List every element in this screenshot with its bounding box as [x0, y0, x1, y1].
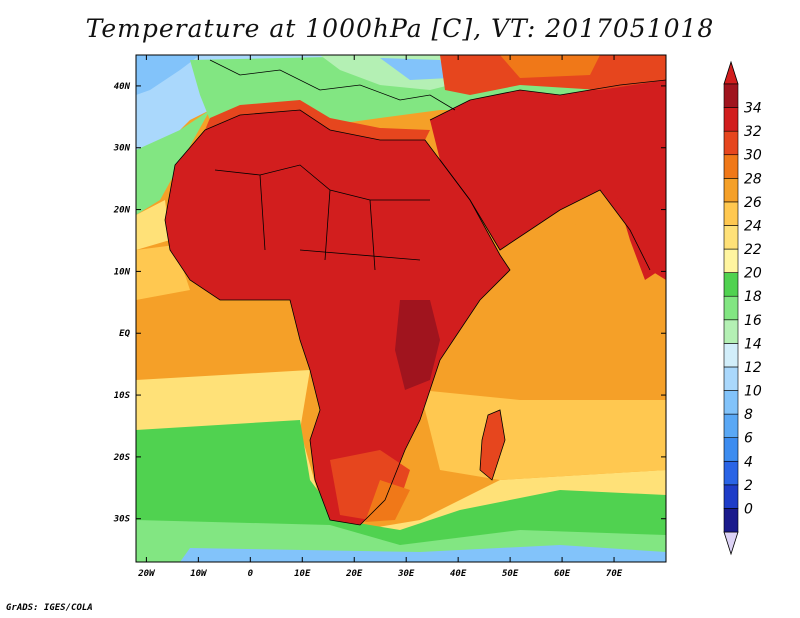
colorbar-bin — [723, 248, 739, 273]
colorbar-label: 16 — [744, 313, 762, 329]
field-africa-hot — [165, 110, 510, 525]
x-tick-label: 10E — [294, 569, 311, 579]
colorbar-label: 20 — [744, 266, 762, 282]
y-tick-label: 30S — [113, 515, 131, 525]
field-north-atlantic-cold — [136, 55, 200, 95]
colorbar-bin — [723, 484, 739, 509]
colorbar-bin — [723, 460, 739, 486]
colorbar-bin — [723, 154, 739, 179]
x-tick-label: 10W — [190, 569, 208, 579]
colorbar-label: 28 — [744, 171, 762, 187]
colorbar-label: 0 — [744, 501, 753, 517]
colorbar-label: 6 — [744, 431, 753, 447]
arabia-india-coastline — [439, 159, 651, 271]
plot-frame — [135, 54, 667, 563]
colorbar-label: 18 — [744, 289, 762, 305]
field-east-africa-highlands — [395, 300, 440, 390]
x-tick-label: 60E — [554, 569, 571, 579]
y-tick-label: 10N — [114, 267, 131, 277]
colorbar-label: 22 — [744, 242, 762, 258]
x-tick-label: 70E — [606, 569, 623, 579]
colorbar-bin — [723, 319, 739, 344]
field-madagascar — [480, 410, 505, 480]
field-black-sea-region — [380, 58, 450, 80]
x-tick-label: 0 — [248, 569, 254, 579]
x-axis-ticks: 20W 10W 0 10E 20E 30E 40E 50E 60E 70E — [137, 55, 623, 579]
field-drakensberg — [365, 480, 410, 522]
colorbar-over-triangle — [723, 60, 739, 85]
x-tick-label: 20W — [137, 569, 156, 579]
colorbar-bin — [723, 343, 739, 368]
colorbar-bin — [723, 178, 739, 203]
colorbar-label: 10 — [744, 384, 762, 400]
coastlines-and-borders — [164, 59, 666, 526]
madagascar-coastline — [479, 409, 506, 481]
colorbar-bin — [723, 107, 739, 132]
asia-coastline — [429, 79, 666, 121]
country-borders — [259, 174, 421, 271]
field-caspian-warm — [500, 55, 600, 78]
grads-credit: GrADS: IGES/COLA — [6, 603, 93, 613]
map-plot-area — [136, 55, 666, 562]
field-southern-ocean-cool — [180, 545, 666, 562]
y-tick-label: 40N — [114, 82, 131, 92]
colorbar-label: 14 — [744, 336, 762, 352]
colorbar-label: 4 — [744, 454, 753, 470]
y-tick-label: 20N — [113, 206, 131, 216]
colorbar-bin — [723, 295, 739, 321]
field-indian-ocean-south — [420, 390, 666, 480]
y-tick-label: 30N — [113, 144, 131, 154]
europe-coastline — [209, 59, 456, 111]
colorbar-label: 12 — [744, 360, 762, 376]
x-tick-label: 30E — [397, 569, 415, 579]
colorbar-bin — [723, 272, 739, 297]
field-canary-current — [136, 110, 210, 215]
y-axis-ticks: 40N 30N 20N 10N EQ 10S 20S 30S — [113, 82, 666, 525]
colorbar-label: 26 — [744, 195, 762, 211]
colorbar-bin — [723, 225, 739, 250]
y-tick-label: EQ — [119, 329, 130, 339]
colorbar-under-triangle — [723, 531, 739, 556]
field-west-africa-coast — [136, 200, 170, 250]
colorbar-bin — [723, 413, 739, 438]
colorbar-label: 8 — [744, 407, 753, 423]
field-arabia-india-hot — [430, 80, 666, 280]
map-title: Temperature at 1000hPa [C], VT: 20170510… — [85, 14, 715, 43]
colorbar-label: 32 — [744, 124, 762, 140]
colorbar-bin — [723, 366, 739, 391]
x-tick-label: 40E — [450, 569, 467, 579]
field-north-africa-coast — [205, 100, 430, 140]
field-north-atlantic-cool — [136, 55, 330, 160]
colorbar-bin — [723, 83, 739, 108]
colorbar-label: 34 — [744, 101, 762, 117]
colorbar-bin — [723, 390, 739, 415]
africa-coastline — [164, 109, 511, 526]
field-south-india — [615, 190, 660, 280]
colorbar-bin — [723, 201, 739, 226]
y-tick-label: 10S — [114, 391, 131, 401]
y-tick-label: 20S — [113, 453, 131, 463]
colorbar-label: 24 — [744, 218, 762, 234]
sahel-borders — [214, 164, 430, 201]
colorbar-label: 30 — [744, 148, 762, 164]
colorbar-bin — [723, 508, 739, 533]
colorbar-bin — [723, 437, 739, 462]
x-tick-label: 50E — [502, 569, 519, 579]
colorbar-bin — [723, 130, 739, 156]
colorbar-label: 2 — [744, 478, 753, 494]
x-tick-label: 20E — [345, 569, 363, 579]
